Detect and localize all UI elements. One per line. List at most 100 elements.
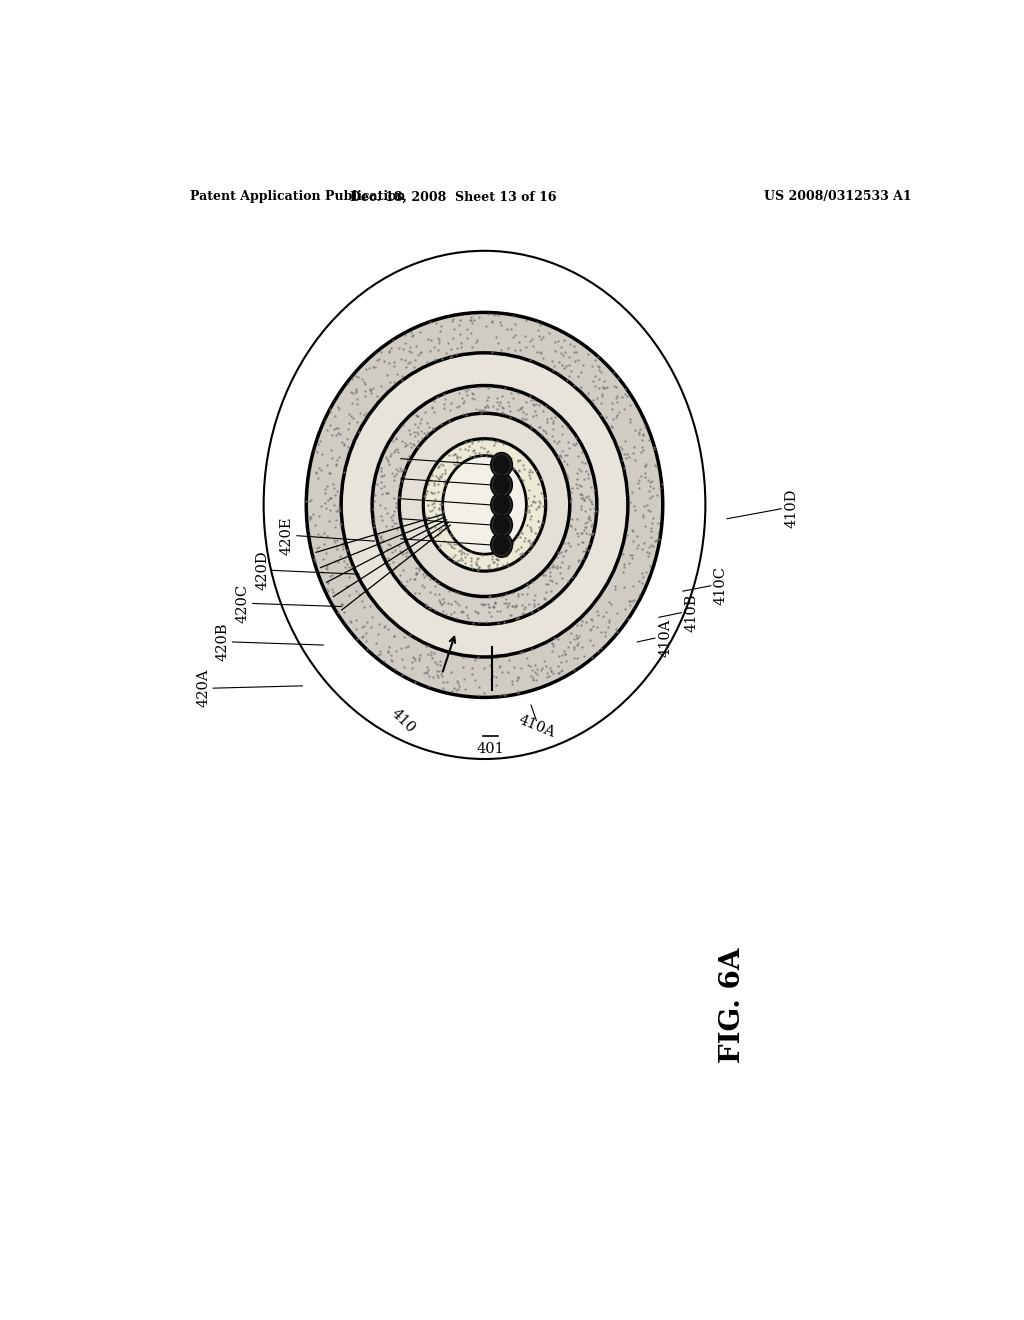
Point	[497, 447, 513, 469]
Point	[450, 582, 466, 603]
Point	[522, 508, 539, 529]
Point	[625, 442, 641, 463]
Point	[309, 433, 326, 454]
Point	[479, 387, 496, 408]
Point	[623, 544, 639, 565]
Point	[393, 348, 410, 370]
Point	[419, 656, 435, 677]
Point	[456, 543, 472, 564]
Point	[523, 531, 540, 552]
Point	[622, 412, 638, 433]
Point	[538, 395, 554, 416]
Point	[326, 529, 342, 550]
Point	[375, 529, 391, 550]
Point	[434, 504, 451, 525]
Text: Patent Application Publication: Patent Application Publication	[190, 190, 406, 203]
Point	[495, 397, 511, 418]
Point	[479, 378, 496, 399]
Point	[597, 378, 613, 399]
Point	[552, 444, 568, 465]
Point	[525, 335, 542, 356]
Point	[423, 499, 439, 520]
Point	[530, 416, 547, 437]
Point	[379, 483, 395, 504]
Point	[645, 478, 662, 499]
Point	[522, 665, 539, 686]
Point	[509, 583, 525, 605]
Point	[423, 465, 439, 486]
Point	[536, 649, 552, 671]
Point	[433, 413, 450, 434]
Point	[625, 531, 641, 552]
Text: FIG. 6A: FIG. 6A	[719, 948, 746, 1063]
Point	[459, 605, 475, 626]
Point	[502, 407, 518, 428]
Point	[577, 453, 593, 474]
Point	[636, 533, 652, 554]
Point	[635, 424, 651, 445]
Point	[525, 667, 542, 688]
Point	[435, 601, 452, 622]
Point	[479, 395, 496, 416]
Point	[560, 557, 577, 578]
Point	[316, 523, 333, 544]
Point	[642, 520, 658, 541]
Point	[407, 425, 423, 446]
Point	[424, 483, 440, 504]
Point	[334, 593, 350, 614]
Point	[449, 450, 465, 471]
Point	[504, 582, 520, 603]
Point	[607, 388, 624, 409]
Point	[418, 424, 434, 445]
Point	[597, 624, 613, 645]
Point	[530, 516, 547, 537]
Point	[561, 355, 578, 376]
Point	[427, 570, 443, 591]
Point	[471, 557, 487, 578]
Point	[559, 570, 575, 591]
Point	[455, 647, 471, 668]
Point	[589, 387, 605, 408]
Point	[475, 593, 492, 614]
Point	[625, 482, 641, 503]
Point	[645, 536, 662, 557]
Point	[512, 548, 528, 569]
Point	[444, 309, 461, 330]
Point	[525, 590, 542, 611]
Point	[510, 586, 526, 607]
Point	[536, 587, 552, 609]
Point	[388, 519, 404, 540]
Point	[397, 576, 414, 597]
Point	[378, 482, 394, 503]
Point	[432, 591, 449, 612]
Point	[444, 310, 461, 331]
Point	[429, 653, 445, 675]
Point	[514, 396, 530, 417]
Point	[381, 638, 397, 659]
Point	[650, 512, 667, 533]
Point	[528, 669, 545, 690]
Point	[475, 594, 492, 615]
Point	[309, 442, 326, 463]
Point	[574, 487, 591, 508]
Point	[416, 566, 432, 587]
Point	[578, 537, 594, 558]
Point	[605, 409, 622, 430]
Point	[394, 648, 411, 669]
Point	[509, 669, 525, 690]
Point	[389, 363, 406, 384]
Point	[559, 454, 575, 475]
Point	[451, 314, 467, 335]
Point	[522, 535, 539, 556]
Point	[431, 583, 447, 605]
Point	[545, 634, 561, 655]
Point	[551, 543, 567, 564]
Point	[482, 444, 499, 465]
Point	[366, 490, 382, 511]
Point	[540, 429, 556, 450]
Point	[630, 537, 646, 558]
Point	[432, 535, 449, 556]
Point	[468, 552, 484, 573]
Point	[563, 482, 580, 503]
Point	[420, 659, 436, 680]
